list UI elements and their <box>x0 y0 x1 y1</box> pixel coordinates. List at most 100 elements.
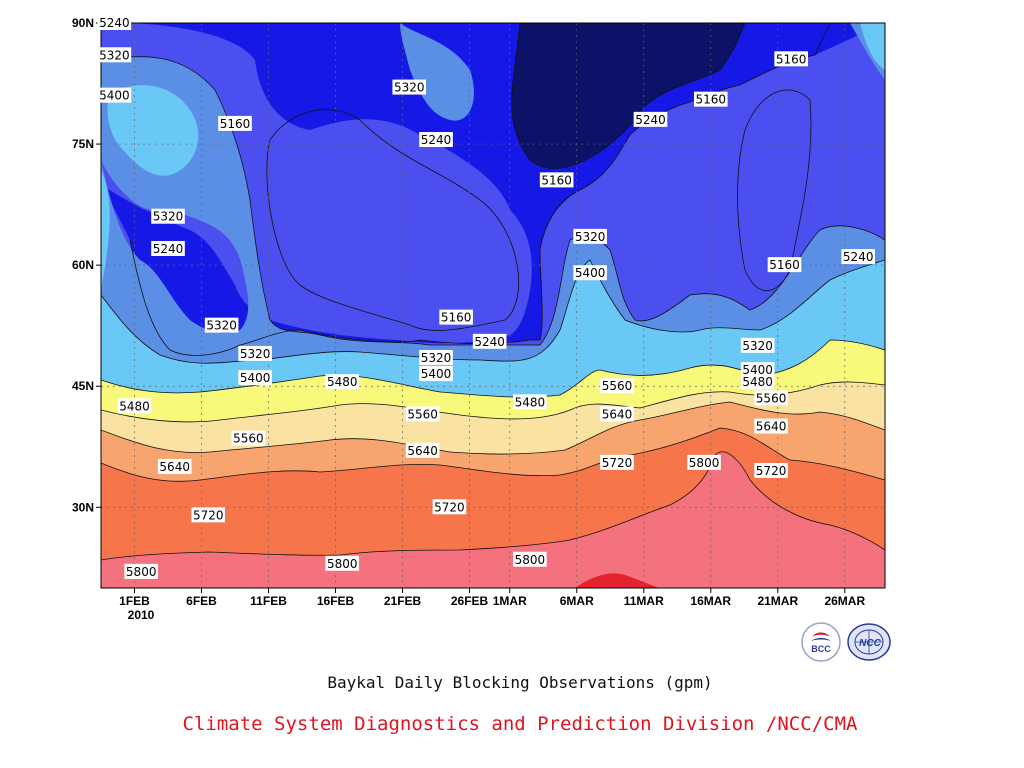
contour-label-box <box>600 406 634 422</box>
contour-line-5640 <box>101 401 885 455</box>
contour-label-box <box>117 398 152 414</box>
x-tick-label: 26FEB <box>451 594 489 608</box>
contour-label-text: 5720 <box>602 456 633 470</box>
contour-label-box <box>774 51 808 67</box>
x-tick-label: 16MAR <box>690 594 731 608</box>
contour-label: 5640 <box>600 406 634 422</box>
contour-label: 5800 <box>124 563 159 579</box>
y-tick-label: 75N <box>72 137 94 151</box>
contour-label-box <box>151 208 185 224</box>
x-tick-label: 21FEB <box>384 594 422 608</box>
footer-credit: Climate System Diagnostics and Predictio… <box>182 713 858 735</box>
contour-label-box <box>693 91 728 107</box>
contour-label-box <box>419 132 453 148</box>
contour-label-box <box>97 15 132 30</box>
contour-label-text: 5240 <box>474 335 505 349</box>
contour-label: 5640 <box>405 442 440 458</box>
x-tick-label: 11MAR <box>624 594 664 608</box>
contour-label: 5640 <box>754 418 788 434</box>
contour-label-text: 5320 <box>153 210 184 224</box>
contour-label-text: 5800 <box>327 557 358 571</box>
contour-label-box <box>600 378 634 394</box>
contour-label: 5320 <box>238 345 272 361</box>
plot-frame <box>100 22 886 589</box>
contour-label-box <box>439 309 473 325</box>
contour-label-box <box>238 370 272 386</box>
contour-label-text: 5800 <box>689 456 720 470</box>
ncc-logo: NCC <box>846 621 892 667</box>
contour-label-box <box>472 333 507 349</box>
contour-label-text: 5560 <box>233 432 264 446</box>
contour-label: 5320 <box>419 349 453 365</box>
contour-label: 5320 <box>740 337 775 353</box>
contour-label: 5240 <box>97 15 132 30</box>
contour-label-box <box>231 430 266 446</box>
contour-label-box <box>841 249 875 265</box>
contour-bands <box>101 23 885 588</box>
x-tick-label: 26MAR <box>824 594 865 608</box>
contour-label: 5560 <box>405 406 440 422</box>
contour-label-box <box>204 317 239 333</box>
contour-label-text: 5480 <box>515 395 546 409</box>
contour-label-text: 5160 <box>220 117 251 131</box>
contour-label-text: 5640 <box>159 460 190 474</box>
contour-label-text: 5560 <box>407 407 438 421</box>
y-tick-label: 60N <box>72 258 94 272</box>
contour-label: 5320 <box>204 317 239 333</box>
contour-label-box <box>740 362 775 378</box>
contour-label: 5240 <box>472 333 507 349</box>
x-tick-label: 1MAR <box>493 594 527 608</box>
contour-label-box <box>157 458 192 474</box>
contour-label: 5400 <box>573 265 607 281</box>
contour-label-text: 5160 <box>776 52 807 66</box>
contour-label-text: 5160 <box>769 258 800 272</box>
contour-label: 5720 <box>600 454 634 470</box>
contour-label-box <box>191 507 226 523</box>
contour-label: 5560 <box>231 430 266 446</box>
contour-label: 5160 <box>539 172 574 188</box>
contour-label-text: 5640 <box>756 420 787 434</box>
contour-label-text: 5240 <box>153 242 184 256</box>
contour-label: 5400 <box>740 362 775 378</box>
contour-label-box <box>740 374 775 390</box>
contour-label: 5240 <box>151 241 185 256</box>
contour-label-box <box>513 551 547 567</box>
contour-label-text: 5480 <box>119 399 150 413</box>
contour-label-text: 5400 <box>575 266 606 280</box>
contour-label-box <box>218 115 252 131</box>
contour-label: 5320 <box>151 208 185 224</box>
contour-label: 5480 <box>740 374 775 390</box>
contour-label: 5240 <box>419 132 453 148</box>
contour-label: 5160 <box>439 309 473 325</box>
contour-label: 5560 <box>600 378 634 394</box>
contour-label-box <box>573 228 607 244</box>
x-tick-label: 11FEB <box>250 594 287 608</box>
x-tick-label: 6FEB <box>186 594 217 608</box>
axis-ticks <box>96 22 846 593</box>
contour-label-box <box>754 462 788 478</box>
band-5880-above <box>575 573 660 588</box>
contour-label-text: 5320 <box>421 351 452 365</box>
contour-label-text: 5640 <box>407 444 438 458</box>
contour-label-text: 5320 <box>206 319 237 333</box>
contour-label-text: 5560 <box>756 391 787 405</box>
contour-labels: 5240532054005160532052405160524051605160… <box>97 15 875 579</box>
contour-label: 5400 <box>97 87 132 103</box>
contour-label-box <box>539 172 574 188</box>
x-year-label: 2010 <box>128 608 155 622</box>
bcc-logo: BCC <box>800 621 842 667</box>
band-5800-5880 <box>101 451 885 588</box>
contour-label-box <box>325 555 360 571</box>
contour-label: 5640 <box>157 458 192 474</box>
contour-label: 5240 <box>633 111 668 127</box>
contour-line-5480 <box>101 339 885 398</box>
contour-label-box <box>767 257 802 273</box>
contour-label: 5400 <box>238 370 272 386</box>
chart-title: Baykal Daily Blocking Observations (gpm) <box>327 673 713 692</box>
contour-label-text: 5160 <box>441 311 472 325</box>
contour-label-text: 5320 <box>99 48 130 62</box>
contour-label-box <box>325 374 360 390</box>
contour-line-5240 <box>129 23 831 356</box>
contour-label: 5320 <box>97 47 132 63</box>
